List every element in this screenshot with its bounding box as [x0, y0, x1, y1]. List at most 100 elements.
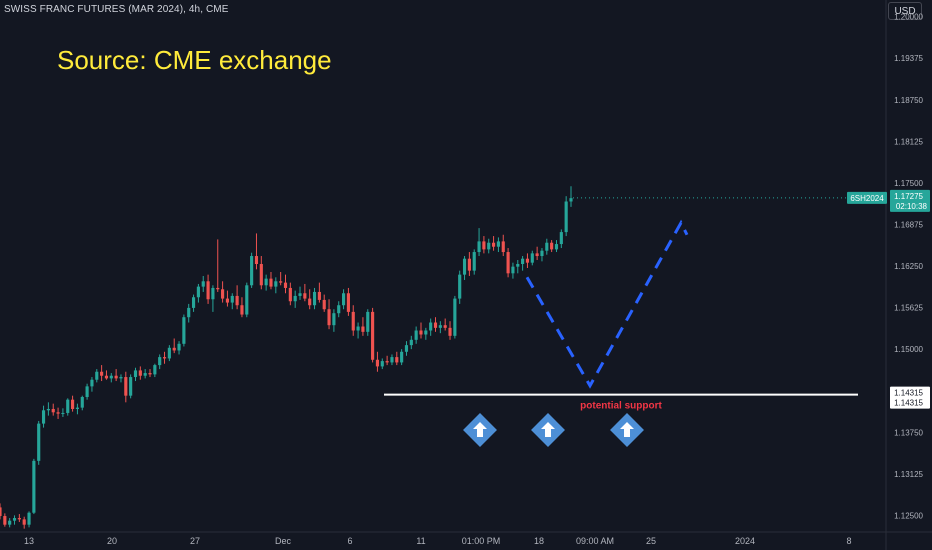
candle-body[interactable] — [540, 250, 544, 257]
candle-body[interactable] — [448, 327, 452, 336]
candle-body[interactable] — [216, 287, 220, 290]
candle-body[interactable] — [225, 298, 230, 303]
candle-body[interactable] — [100, 371, 104, 376]
candle-body[interactable] — [467, 258, 471, 271]
candle-body[interactable] — [206, 281, 210, 300]
candle-body[interactable] — [443, 325, 447, 328]
candle-body[interactable] — [564, 201, 568, 233]
candle-body[interactable] — [80, 397, 84, 408]
candle-body[interactable] — [506, 252, 510, 274]
candle-body[interactable] — [303, 293, 307, 299]
candle-body[interactable] — [196, 286, 200, 298]
candle-body[interactable] — [211, 287, 215, 300]
candle-body[interactable] — [317, 291, 321, 300]
candle-body[interactable] — [516, 264, 520, 267]
candle-body[interactable] — [22, 519, 26, 525]
candle-body[interactable] — [458, 274, 462, 299]
candle-body[interactable] — [32, 460, 36, 513]
candle-body[interactable] — [438, 325, 442, 328]
candle-body[interactable] — [414, 330, 418, 340]
candle-body[interactable] — [85, 386, 89, 398]
candle-body[interactable] — [133, 370, 138, 378]
candle-body[interactable] — [250, 256, 254, 286]
candle-body[interactable] — [66, 399, 70, 413]
candle-body[interactable] — [0, 507, 2, 517]
candle-body[interactable] — [191, 297, 196, 308]
candle-body[interactable] — [46, 408, 50, 411]
candle-body[interactable] — [361, 326, 365, 332]
candle-body[interactable] — [496, 241, 500, 247]
candle-body[interactable] — [27, 512, 31, 525]
candle-body[interactable] — [12, 518, 17, 521]
candle-body[interactable] — [109, 375, 113, 379]
candle-body[interactable] — [201, 281, 205, 287]
candle-body[interactable] — [424, 330, 428, 335]
projection-path[interactable] — [525, 219, 689, 389]
candle-body[interactable] — [341, 293, 346, 306]
candle-body[interactable] — [124, 377, 128, 396]
candle-body[interactable] — [366, 311, 370, 332]
candle-body[interactable] — [71, 399, 75, 409]
candle-body[interactable] — [462, 258, 467, 275]
candle-body[interactable] — [400, 351, 404, 363]
candle-body[interactable] — [293, 295, 297, 302]
candle-body[interactable] — [61, 412, 65, 414]
candle-body[interactable] — [230, 295, 234, 303]
candle-body[interactable] — [240, 305, 244, 315]
candle-body[interactable] — [545, 242, 549, 251]
candle-body[interactable] — [501, 241, 505, 253]
candle-body[interactable] — [114, 375, 118, 379]
candle-body[interactable] — [554, 244, 559, 250]
candle-body[interactable] — [172, 347, 176, 351]
candle-body[interactable] — [322, 299, 326, 310]
candle-body[interactable] — [51, 408, 55, 413]
candle-body[interactable] — [433, 322, 438, 328]
candle-body[interactable] — [521, 258, 525, 265]
candle-body[interactable] — [95, 371, 99, 380]
candle-body[interactable] — [453, 298, 457, 336]
candle-body[interactable] — [569, 198, 573, 202]
candle-body[interactable] — [404, 345, 409, 352]
candle-body[interactable] — [148, 373, 152, 375]
candle-body[interactable] — [482, 241, 486, 250]
candle-body[interactable] — [153, 365, 157, 375]
candle-body[interactable] — [380, 361, 384, 367]
candle-body[interactable] — [129, 377, 133, 396]
candle-body[interactable] — [158, 357, 162, 366]
candle-body[interactable] — [138, 370, 142, 376]
currency-button[interactable]: USD — [888, 2, 922, 20]
candle-body[interactable] — [177, 343, 181, 351]
candle-body[interactable] — [41, 410, 46, 424]
candle-body[interactable] — [90, 379, 94, 387]
candle-body[interactable] — [283, 282, 288, 288]
candle-body[interactable] — [187, 307, 191, 318]
candle-body[interactable] — [511, 266, 515, 274]
candle-body[interactable] — [477, 241, 481, 253]
candle-body[interactable] — [264, 278, 268, 286]
candle-body[interactable] — [429, 322, 433, 331]
candle-body[interactable] — [269, 278, 273, 287]
candle-body[interactable] — [182, 317, 186, 344]
candle-body[interactable] — [245, 285, 249, 315]
candle-body[interactable] — [8, 520, 12, 525]
candle-body[interactable] — [559, 232, 563, 245]
candle-body[interactable] — [327, 309, 331, 326]
candle-body[interactable] — [351, 311, 355, 331]
candle-body[interactable] — [375, 359, 380, 367]
candle-body[interactable] — [3, 516, 7, 525]
candle-body[interactable] — [385, 361, 389, 363]
candle-body[interactable] — [356, 326, 360, 331]
candle-body[interactable] — [371, 311, 375, 360]
candle-body[interactable] — [492, 242, 496, 247]
candle-body[interactable] — [298, 293, 302, 296]
candle-body[interactable] — [56, 412, 60, 414]
candle-body[interactable] — [37, 423, 41, 461]
candle-body[interactable] — [288, 287, 292, 302]
candle-body[interactable] — [143, 373, 147, 376]
candle-body[interactable] — [308, 298, 312, 306]
candle-body[interactable] — [530, 253, 534, 263]
candle-body[interactable] — [279, 281, 283, 283]
candle-body[interactable] — [337, 305, 341, 314]
candle-body[interactable] — [535, 253, 539, 257]
candle-body[interactable] — [104, 375, 109, 379]
